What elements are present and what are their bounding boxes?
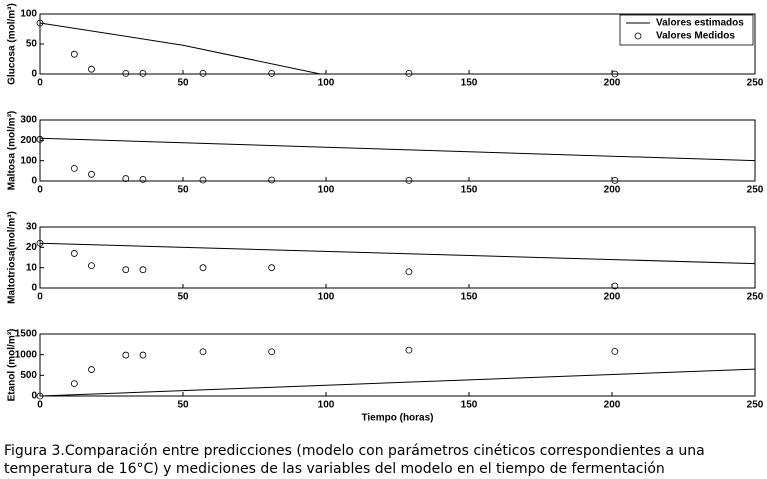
y-tick-label: 50 <box>26 39 38 50</box>
marker <box>70 380 78 388</box>
y-axis-label: Maltotriosa(mol/m³) <box>7 211 18 304</box>
marker <box>611 347 619 355</box>
marker <box>405 176 413 184</box>
marker <box>268 176 276 184</box>
marker <box>88 366 95 373</box>
marker <box>199 348 207 356</box>
x-tick-label: 200 <box>604 78 621 89</box>
marker <box>405 346 413 354</box>
x-tick-label: 100 <box>318 292 335 303</box>
marker <box>139 351 147 359</box>
x-tick-label: 0 <box>37 400 43 411</box>
legend-label: Valores estimados <box>656 18 744 29</box>
y-tick-label: 500 <box>20 370 37 381</box>
x-tick-label: 100 <box>318 400 335 411</box>
x-tick-label: 200 <box>604 400 621 411</box>
x-tick-label: 200 <box>604 292 621 303</box>
y-axis-label: Maltosa (mol/m³) <box>7 111 18 190</box>
plot-frame <box>39 226 756 289</box>
marker <box>36 135 44 143</box>
marker <box>36 239 44 247</box>
marker <box>405 268 413 276</box>
y-tick-label: 100 <box>20 9 37 20</box>
y-tick-label: 30 <box>26 222 38 233</box>
x-tick-label: 0 <box>37 78 43 89</box>
marker <box>70 164 78 172</box>
x-tick-label: 250 <box>747 292 764 303</box>
marker <box>122 70 130 77</box>
marker <box>70 250 78 257</box>
y-tick-label: 0 <box>31 283 37 294</box>
legend-label: Valores Medidos <box>656 31 735 42</box>
y-tick-label: 1500 <box>15 329 38 340</box>
plot-frame <box>39 119 756 182</box>
x-tick-label: 250 <box>747 185 764 196</box>
x-tick-label: 50 <box>177 185 189 196</box>
marker <box>88 65 95 73</box>
y-tick-label: 10 <box>26 262 38 273</box>
marker <box>122 266 130 274</box>
x-tick-label: 250 <box>747 78 764 89</box>
y-tick-label: 1000 <box>15 349 38 360</box>
x-tick-label: 150 <box>461 400 478 411</box>
marker <box>88 262 95 270</box>
marker <box>122 351 130 359</box>
x-tick-label: 0 <box>37 292 43 303</box>
marker <box>36 19 44 27</box>
x-tick-label: 50 <box>177 400 189 411</box>
x-tick-label: 150 <box>461 185 478 196</box>
line-series <box>39 368 756 397</box>
marker <box>199 176 207 184</box>
caption-line: temperatura de 16°C) y mediciones de las… <box>4 461 665 477</box>
x-tick-label: 100 <box>318 78 335 89</box>
plot-frame <box>39 333 756 397</box>
x-tick-label: 150 <box>461 292 478 303</box>
y-tick-label: 0 <box>31 176 37 187</box>
y-axis-label: Glucosa (mol/m³) <box>7 3 18 85</box>
x-tick-label: 200 <box>604 185 621 196</box>
marker <box>611 282 619 290</box>
y-tick-label: 200 <box>20 135 37 146</box>
marker <box>268 348 276 356</box>
marker <box>199 70 207 77</box>
x-tick-label: 150 <box>461 78 478 89</box>
marker <box>139 175 147 183</box>
marker <box>122 175 130 182</box>
line-series <box>39 22 755 75</box>
marker <box>405 70 413 77</box>
marker <box>139 266 147 274</box>
marker <box>199 264 207 272</box>
marker <box>611 176 619 184</box>
y-axis-label: Etanol (mol/m³) <box>7 329 18 402</box>
legend-marker <box>634 32 642 40</box>
x-tick-label: 100 <box>318 185 335 196</box>
marker <box>268 70 276 77</box>
x-tick-label: 50 <box>177 292 189 303</box>
marker <box>611 70 619 78</box>
legend-box <box>619 14 754 46</box>
y-tick-label: 300 <box>20 115 37 126</box>
x-tick-label: 50 <box>177 78 189 89</box>
line-series <box>39 137 756 162</box>
marker <box>70 50 78 58</box>
caption-line: Figura 3.Comparación entre predicciones … <box>4 443 705 459</box>
marker <box>268 264 276 272</box>
x-tick-label: 0 <box>37 185 43 196</box>
y-tick-label: 0 <box>31 391 37 402</box>
marker <box>36 392 44 400</box>
marker <box>88 170 95 178</box>
x-tick-label: 250 <box>747 400 764 411</box>
y-tick-label: 0 <box>31 69 37 80</box>
line-series <box>39 242 756 265</box>
y-tick-label: 20 <box>26 242 38 253</box>
y-tick-label: 100 <box>20 155 37 166</box>
x-axis-label: Tiempo (horas) <box>361 413 433 424</box>
marker <box>139 70 147 77</box>
